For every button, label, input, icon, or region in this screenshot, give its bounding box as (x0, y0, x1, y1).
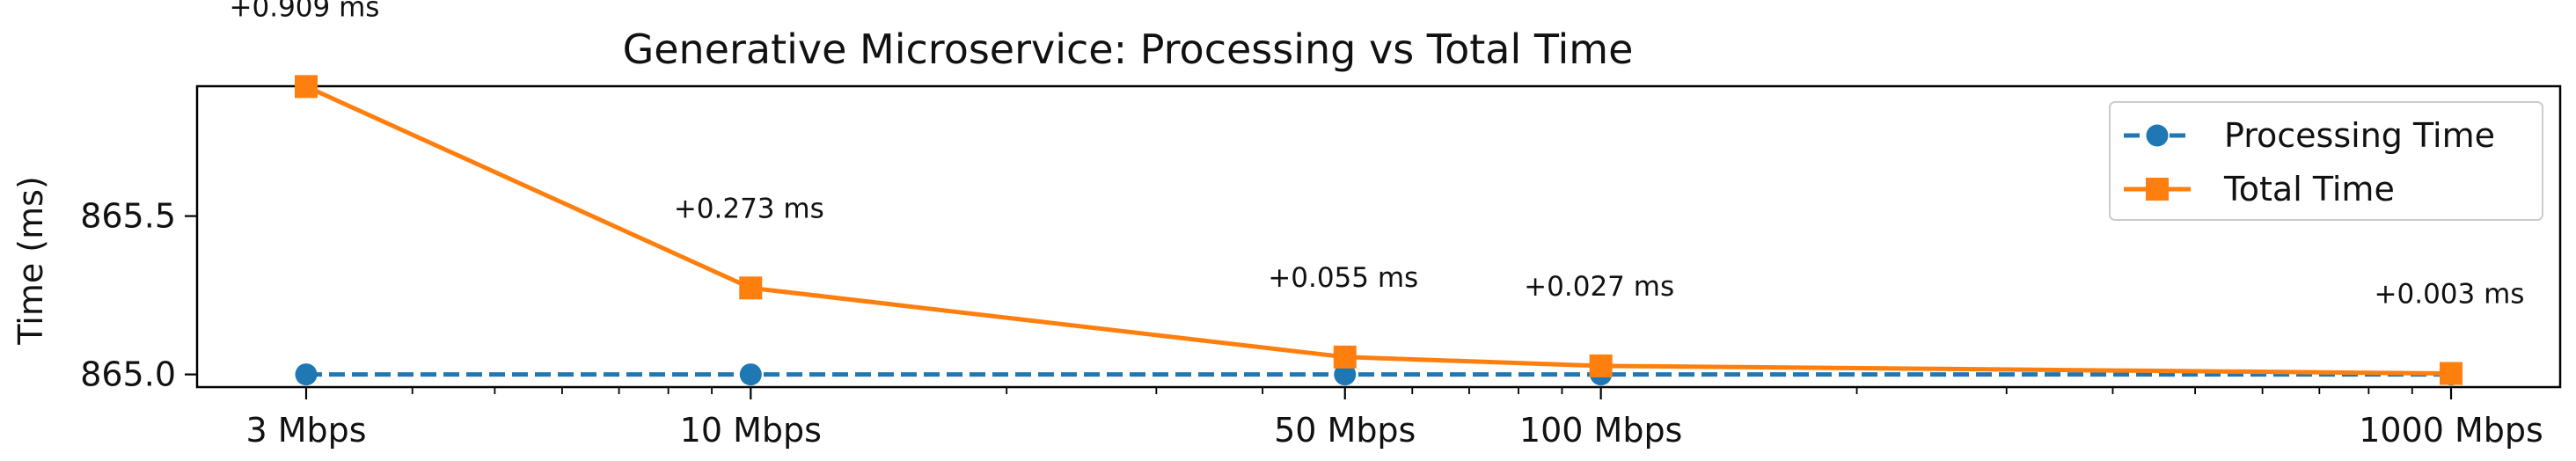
data-annotation: +0.055 ms (1268, 262, 1418, 294)
series-0-marker (1334, 363, 1357, 386)
y-tick-label: 865.5 (80, 197, 176, 236)
series-1-marker (1589, 354, 1613, 377)
legend-label: Total Time (2223, 170, 2395, 209)
x-tick-label: 10 Mbps (680, 411, 822, 450)
x-tick-label: 100 Mbps (1519, 411, 1682, 450)
legend-swatch-marker (2146, 178, 2169, 201)
annotation-layer: +0.909 ms +0.273 ms +0.055 ms +0.027 ms +0.0… (230, 0, 2525, 311)
series-1-marker (2440, 362, 2463, 385)
x-tick-label: 3 Mbps (245, 411, 366, 450)
y-axis-label: Time (ms) (11, 176, 50, 346)
plot-frame (195, 84, 2562, 389)
series-0-marker (295, 363, 318, 386)
data-annotation: +0.909 ms (230, 0, 380, 23)
x-axis: 3 Mbps 10 Mbps 50 Mbps 100 Mbps 1000 Mbps (245, 387, 2543, 450)
data-annotation: +0.273 ms (674, 193, 824, 224)
chart-title: Generative Microservice: Processing vs T… (623, 26, 1634, 73)
y-tick-label: 865.0 (80, 355, 176, 394)
legend-label: Processing Time (2224, 116, 2495, 155)
x-tick-label: 50 Mbps (1274, 411, 1416, 450)
y-axis: 865.0 865.5 (80, 197, 197, 394)
series-layer (295, 75, 2463, 386)
series-1-marker (1333, 345, 1357, 369)
legend: Processing Time Total Time (2109, 101, 2543, 221)
series-0-marker (739, 363, 762, 386)
legend-swatch-marker (2146, 124, 2169, 147)
legend-box (2109, 101, 2543, 221)
data-annotation: +0.027 ms (1524, 271, 1674, 303)
data-annotation: +0.003 ms (2375, 279, 2525, 311)
series-1-marker (295, 75, 318, 99)
x-tick-label: 1000 Mbps (2359, 411, 2543, 450)
series-1-marker (739, 276, 763, 300)
